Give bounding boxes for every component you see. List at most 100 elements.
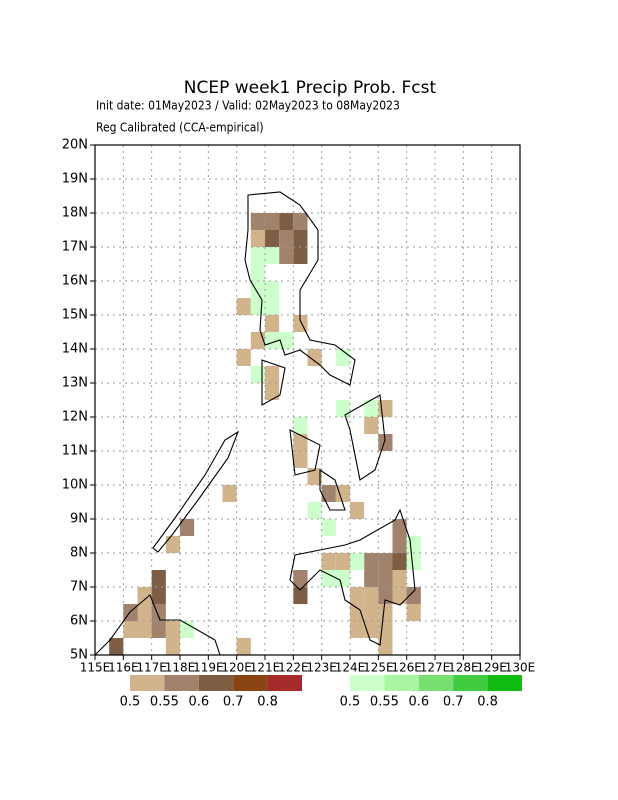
prob-cell xyxy=(265,366,280,383)
prob-cell xyxy=(392,553,407,570)
prob-cell xyxy=(350,621,365,638)
x-tick-label: 129E xyxy=(476,661,507,675)
prob-cell xyxy=(293,570,308,587)
prob-cell xyxy=(350,587,365,604)
x-tick-label: 125E xyxy=(363,661,394,675)
prob-cell xyxy=(293,587,308,604)
prob-cell xyxy=(265,230,280,247)
x-tick-label: 127E xyxy=(420,661,451,675)
x-tick-label: 121E xyxy=(250,661,281,675)
prob-cell xyxy=(378,604,393,621)
prob-cell xyxy=(222,485,237,502)
prob-cell xyxy=(350,502,365,519)
legend-label: 0.8 xyxy=(257,695,278,710)
legend-swatch xyxy=(487,675,522,691)
prob-cell xyxy=(321,553,336,570)
prob-cell xyxy=(137,621,152,638)
y-tick-label: 15N xyxy=(62,308,88,323)
prob-cell xyxy=(265,247,280,264)
x-tick-label: 115E xyxy=(80,661,111,675)
prob-cell xyxy=(364,570,379,587)
x-tick-label: 126E xyxy=(391,661,422,675)
prob-cell xyxy=(279,247,294,264)
y-tick-label: 17N xyxy=(62,240,88,255)
prob-cell xyxy=(321,519,336,536)
prob-cell xyxy=(293,230,308,247)
prob-cell xyxy=(335,553,350,570)
prob-cell xyxy=(236,638,251,655)
y-tick-label: 13N xyxy=(62,376,88,391)
prob-cell xyxy=(236,349,251,366)
legend-label: 0.55 xyxy=(370,695,399,710)
legend-swatch xyxy=(164,675,199,691)
legend-swatch xyxy=(130,675,165,691)
legend-swatch xyxy=(267,675,302,691)
prob-cell xyxy=(293,417,308,434)
prob-cell xyxy=(265,213,280,230)
prob-cell xyxy=(250,281,265,298)
y-tick-label: 12N xyxy=(62,410,88,425)
prob-cell xyxy=(350,604,365,621)
x-tick-label: 122E xyxy=(278,661,309,675)
prob-cell xyxy=(378,638,393,655)
legend-label: 0.8 xyxy=(477,695,498,710)
prob-cell xyxy=(279,230,294,247)
prob-cell xyxy=(378,621,393,638)
prob-cell xyxy=(350,553,365,570)
legend: 0.5 0.55 0.6 0.7 0.8 0.5 0.55 0.6 0.7 0.8 xyxy=(120,675,522,710)
y-tick-label: 19N xyxy=(62,172,88,187)
prob-cell xyxy=(307,502,322,519)
prob-cell xyxy=(364,604,379,621)
x-tick-label: 116E xyxy=(108,661,139,675)
prob-cell xyxy=(250,332,265,349)
prob-cell xyxy=(293,451,308,468)
axes: 115E116E117E118E119E120E121E122E123E124E… xyxy=(62,138,536,675)
prob-cell xyxy=(165,536,180,553)
y-tick-label: 14N xyxy=(62,342,88,357)
prob-cell xyxy=(250,213,265,230)
prob-cell xyxy=(364,587,379,604)
prob-cell xyxy=(250,264,265,281)
legend-label: 0.6 xyxy=(188,695,209,710)
prob-cell xyxy=(321,485,336,502)
prob-cell xyxy=(279,332,294,349)
prob-cell xyxy=(151,587,166,604)
x-tick-label: 118E xyxy=(165,661,196,675)
x-tick-label: 119E xyxy=(193,661,224,675)
legend-label: 0.55 xyxy=(150,695,179,710)
x-tick-label: 130E xyxy=(505,661,536,675)
prob-cell xyxy=(406,536,421,553)
prob-cell xyxy=(265,281,280,298)
legend-swatch xyxy=(453,675,488,691)
legend-label: 0.5 xyxy=(340,695,361,710)
subtitle: Init date: 01May2023 / Valid: 02May2023 … xyxy=(96,99,400,113)
method: Reg Calibrated (CCA-empirical) xyxy=(96,121,264,135)
legend-label: 0.7 xyxy=(223,695,244,710)
prob-cell xyxy=(321,570,336,587)
prob-cell xyxy=(165,621,180,638)
prob-cell xyxy=(406,604,421,621)
y-tick-label: 16N xyxy=(62,274,88,289)
prob-cell xyxy=(335,485,350,502)
legend-swatch xyxy=(350,675,385,691)
prob-cell xyxy=(392,519,407,536)
prob-cell xyxy=(392,587,407,604)
prob-cell xyxy=(151,604,166,621)
y-tick-label: 10N xyxy=(62,478,88,493)
prob-cell xyxy=(265,383,280,400)
prob-cell xyxy=(335,570,350,587)
prob-cell xyxy=(378,570,393,587)
legend-swatch xyxy=(384,675,419,691)
prob-cell xyxy=(236,298,251,315)
prob-cell xyxy=(406,587,421,604)
prob-cell xyxy=(151,621,166,638)
prob-cell xyxy=(406,553,421,570)
x-tick-label: 117E xyxy=(136,661,167,675)
prob-cell xyxy=(265,315,280,332)
x-tick-label: 120E xyxy=(221,661,252,675)
y-tick-label: 11N xyxy=(62,444,88,459)
prob-cell xyxy=(180,519,195,536)
prob-cell xyxy=(137,587,152,604)
prob-cell xyxy=(364,400,379,417)
